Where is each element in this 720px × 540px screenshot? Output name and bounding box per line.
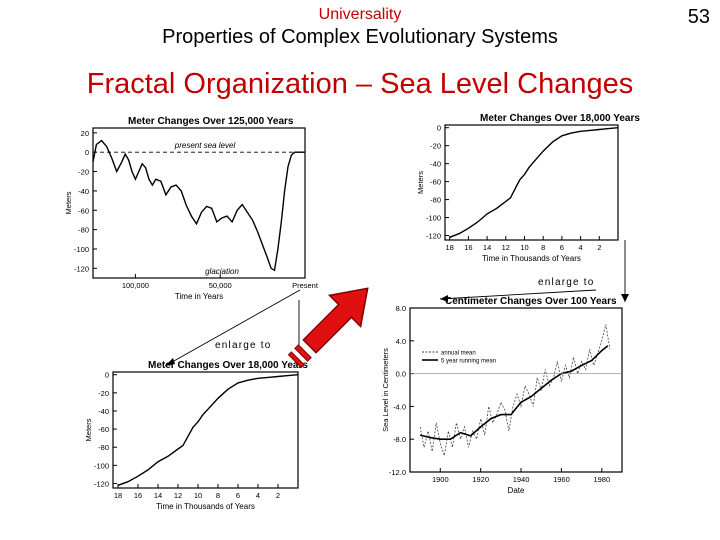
series-line-1 [419,345,609,441]
chart-2: Meter Changes Over 18,000 Years 0 -20 -40 -6… [84,360,308,511]
y-tick-label: -60 [430,178,441,187]
x-tick-label: 12 [502,243,510,252]
y-tick-label: -20 [98,389,109,398]
y-tick-label: -60 [98,425,109,434]
y-axis-label: Meters [416,171,425,194]
x-tick-label: 14 [483,243,491,252]
y-axis-label: Meters [64,191,73,214]
chart-title: Meter Changes Over 18,000 Years [480,113,640,124]
y-tick-label: -100 [94,461,109,470]
x-axis-label: Date [508,486,525,495]
chart-frame [409,307,623,473]
red-arrow-icon [287,287,369,369]
x-tick-label: 100,000 [122,281,149,290]
annotation-glaciation: glaciation [205,267,239,276]
connector-line-left [164,289,301,367]
y-tick-label: -40 [78,187,89,196]
x-tick-label: 10 [194,491,202,500]
y-tick-label: -100 [74,245,89,254]
section-label: Universality [318,6,402,23]
y-tick-label: -100 [426,214,441,223]
x-tick-label: 18 [446,243,454,252]
y-axis-label: Sea Level in Centimeters [381,348,390,432]
y-tick-label: 20 [81,129,89,138]
chart-title: Meter Changes Over 125,000 Years [128,116,294,127]
y-tick-label: -8.0 [393,435,406,444]
annotation-present-sea-level: present sea level [174,141,236,150]
y-tick-label: -80 [98,443,109,452]
chart-title: Meter Changes Over 18,000 Years [148,360,308,371]
connector-arrowhead-right [621,294,629,302]
chart-3: Centimeter Changes Over 100 Years 8.0 4.0 0… [381,296,623,495]
x-tick-label: 1940 [513,475,530,484]
red-arrow-stripe [294,344,312,362]
enlarge-label-right: enlarge to [538,277,594,288]
x-tick-label: 6 [236,491,240,500]
chart-0: Meter Changes Over 125,000 Years 20 0 -20 -4… [64,116,319,301]
x-tick-label: 8 [541,243,545,252]
y-tick-label: -120 [74,264,89,273]
x-tick-label: 18 [114,491,122,500]
chart-frame [444,124,619,241]
x-tick-label: 2 [276,491,280,500]
legend-label-0: annual mean [441,351,476,357]
x-tick-label: 1960 [553,475,570,484]
y-tick-label: 4.0 [396,337,406,346]
connector-arrowhead-right-2 [440,295,448,302]
x-axis-label: Time in Years [175,292,223,301]
chart-1: Meter Changes Over 18,000 Years 0 -20 -40 -6… [416,113,640,263]
connector-line-right-2 [439,289,597,300]
enlarge-label-left: enlarge to [215,340,271,351]
red-arrow-body [302,287,369,354]
x-tick-label: 8 [216,491,220,500]
y-tick-label: -80 [78,226,89,235]
series-line-0 [449,127,619,238]
y-tick-label: -120 [94,479,109,488]
x-tick-label: 50,000 [209,281,232,290]
chart-title: Centimeter Changes Over 100 Years [445,296,617,307]
y-tick-label: -4.0 [393,402,406,411]
x-tick-label: 1900 [432,475,449,484]
x-tick-label: 4 [256,491,260,500]
y-tick-label: -120 [426,232,441,241]
y-tick-label: 0 [105,371,109,380]
y-tick-label: 0 [85,148,89,157]
y-tick-label: -20 [78,168,89,177]
y-tick-label: -20 [430,142,441,151]
slide-subtitle: Properties of Complex Evolutionary Syste… [162,26,558,48]
page-number: 53 [687,6,710,28]
y-tick-label: 0.0 [396,370,406,379]
y-axis-label: Meters [84,418,93,441]
series-line-0 [92,139,305,272]
connector-arrowhead-left [165,358,175,366]
slide-title: Fractal Organization – Sea Level Changes [86,68,634,100]
x-tick-label: 16 [464,243,472,252]
x-tick-label: 1920 [472,475,489,484]
x-tick-label: Present [292,281,319,290]
x-tick-label: 16 [134,491,142,500]
series-line-0 [419,324,611,456]
y-tick-label: -40 [430,160,441,169]
y-tick-label: 0 [437,124,441,133]
x-tick-label: 12 [174,491,182,500]
x-tick-label: 1980 [593,475,610,484]
chart-frame [92,127,306,279]
series-line-0 [117,374,299,486]
x-axis-label: Time in Thousands of Years [482,254,581,263]
x-tick-label: 6 [560,243,564,252]
chart-frame [112,371,299,489]
x-tick-label: 2 [597,243,601,252]
legend-label-1: 5 year running mean [441,359,496,365]
red-arrow-stripe [287,351,305,369]
y-tick-label: -80 [430,196,441,205]
y-tick-label: -60 [78,206,89,215]
x-tick-label: 4 [579,243,583,252]
x-tick-label: 14 [154,491,162,500]
x-axis-label: Time in Thousands of Years [156,502,255,511]
y-tick-label: -12.0 [389,468,406,477]
y-tick-label: -40 [98,407,109,416]
y-tick-label: 8.0 [396,304,406,313]
x-tick-label: 10 [520,243,528,252]
